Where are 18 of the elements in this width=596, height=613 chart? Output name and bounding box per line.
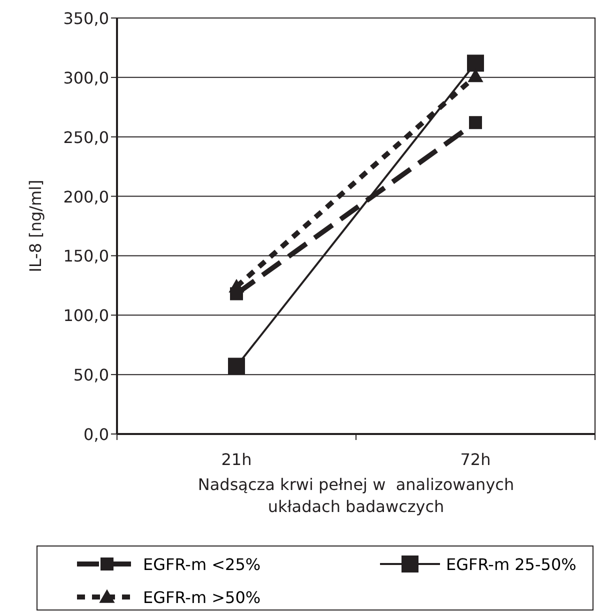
- y-tick-label: 250,0: [63, 128, 109, 147]
- point: [469, 116, 482, 130]
- y-tick-label: 0,0: [84, 425, 109, 444]
- y-tick-label: 350,0: [63, 9, 109, 28]
- y-tick-label: 50,0: [73, 366, 109, 385]
- y-tick-label: 150,0: [63, 246, 109, 266]
- y-axis-title: IL-8 [ng/ml]: [26, 180, 45, 272]
- y-tick-label: 200,0: [63, 187, 109, 206]
- point: [228, 358, 245, 375]
- legend-label: EGFR-m <25%: [143, 555, 261, 574]
- legend-label: EGFR-m 25-50%: [446, 555, 576, 574]
- point: [467, 54, 484, 72]
- x-tick-label: 21h: [221, 450, 252, 469]
- x-tick-label: 72h: [460, 450, 491, 469]
- y-tick-label: 300,0: [63, 68, 109, 88]
- x-axis-title: Nadsącza krwi pełnej w analizowanych układach badawczych: [198, 475, 514, 516]
- legend-label: EGFR-m >50%: [143, 588, 261, 607]
- y-tick-label: 100,0: [63, 306, 109, 326]
